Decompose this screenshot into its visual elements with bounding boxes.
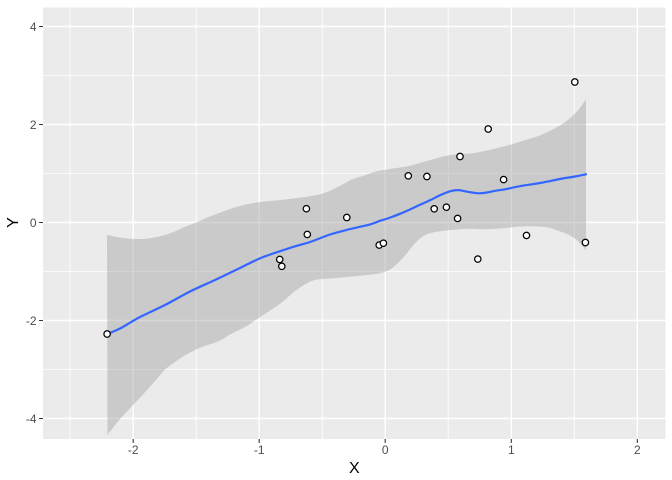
svg-text:2: 2 [30,118,37,132]
svg-text:2: 2 [634,443,641,457]
svg-text:Y: Y [5,217,22,228]
svg-text:-2: -2 [128,443,139,457]
svg-text:-4: -4 [26,412,37,426]
svg-text:1: 1 [508,443,515,457]
svg-text:0: 0 [382,443,389,457]
svg-text:X: X [349,460,360,477]
svg-text:4: 4 [30,20,37,34]
svg-text:-1: -1 [254,443,265,457]
svg-text:0: 0 [30,216,37,230]
svg-text:-2: -2 [26,314,37,328]
